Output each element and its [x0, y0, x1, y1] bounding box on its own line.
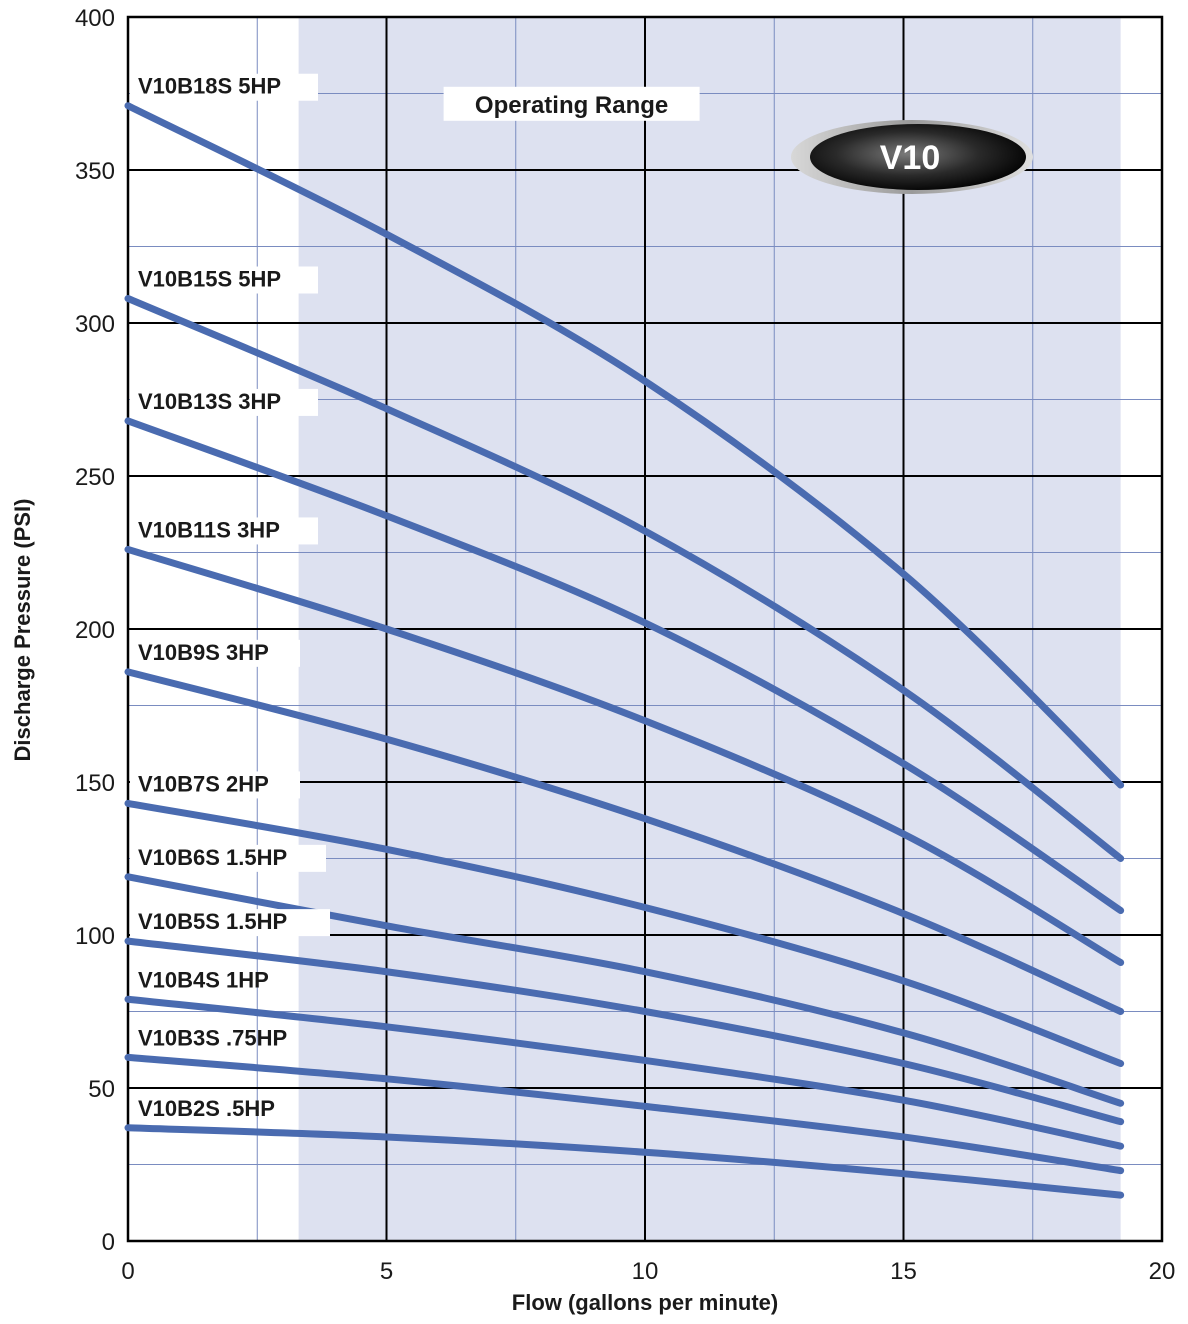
y-tick-label: 350	[75, 158, 115, 185]
series-label: V10B6S 1.5HP	[138, 845, 287, 870]
x-tick-label: 10	[632, 1258, 659, 1285]
series-label: V10B5S 1.5HP	[138, 909, 287, 934]
y-axis-title: Discharge Pressure (PSI)	[10, 499, 35, 762]
series-label-bg	[130, 388, 318, 416]
series-label: V10B15S 5HP	[138, 267, 281, 292]
series-line	[124, 873, 1125, 1107]
plot-frame	[126, 15, 1164, 1243]
series-line	[124, 1053, 1125, 1175]
x-tick-label: 5	[380, 1258, 393, 1285]
series-label-bg	[130, 639, 300, 667]
grid-layer	[126, 15, 1164, 1243]
series-label: V10B9S 3HP	[138, 640, 269, 665]
series-line	[124, 545, 1125, 967]
series-label-bg	[130, 517, 318, 545]
operating-range-label: Operating Range	[475, 92, 668, 119]
series-label: V10B2S .5HP	[138, 1096, 275, 1121]
model-badge: V10	[791, 120, 1033, 194]
series-line	[124, 937, 1125, 1126]
x-tick-label: 20	[1149, 1258, 1176, 1285]
x-tick-label: 15	[890, 1258, 917, 1285]
series-line	[124, 995, 1125, 1150]
x-tick-label: 0	[121, 1258, 134, 1285]
series-label: V10B13S 3HP	[138, 389, 281, 414]
badge-label: V10	[880, 139, 941, 177]
series-label: V10B7S 2HP	[138, 771, 269, 796]
series-label-bg	[130, 266, 318, 294]
y-tick-label: 200	[75, 617, 115, 644]
series-label: V10B4S 1HP	[138, 967, 269, 992]
y-tick-label: 50	[88, 1076, 115, 1103]
text-layer: Flow (gallons per minute) Discharge Pres…	[10, 5, 1175, 1315]
series-line	[124, 799, 1125, 1068]
series-label: V10B11S 3HP	[138, 517, 280, 542]
series-lines-layer	[124, 102, 1125, 1199]
series-label: V10B3S .75HP	[138, 1025, 287, 1050]
y-tick-label: 400	[75, 5, 115, 32]
y-tick-label: 100	[75, 923, 115, 950]
series-label-bg	[130, 771, 300, 799]
y-tick-label: 250	[75, 464, 115, 491]
series-line	[124, 417, 1125, 915]
series-label-bg	[130, 909, 330, 937]
y-tick-label: 150	[75, 770, 115, 797]
series-line	[124, 295, 1125, 862]
y-tick-label: 300	[75, 311, 115, 338]
operating-range-label-bg	[443, 86, 700, 121]
series-line	[124, 668, 1125, 1015]
series-label-bg	[130, 844, 326, 872]
y-tick-label: 0	[102, 1229, 115, 1256]
series-label: V10B18S 5HP	[138, 74, 281, 99]
series-label-bg	[130, 73, 318, 101]
series-line	[124, 1124, 1125, 1199]
x-axis-title: Flow (gallons per minute)	[512, 1290, 778, 1315]
series-line	[124, 102, 1125, 789]
